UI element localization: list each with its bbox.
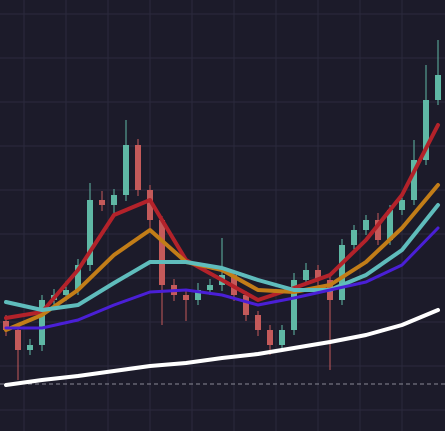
candle-body <box>351 230 358 245</box>
candle-body <box>255 315 262 330</box>
candle-body <box>267 330 274 345</box>
candle-body <box>15 330 22 350</box>
candle-body <box>243 295 250 315</box>
candle-body <box>63 290 70 295</box>
candle-body <box>111 195 118 205</box>
candle-body <box>279 330 286 345</box>
candle-body <box>303 270 310 280</box>
candle-body <box>159 220 166 285</box>
candle-body <box>123 145 130 195</box>
candle-body <box>363 220 370 230</box>
candle-body <box>183 295 190 300</box>
moving-average-line <box>4 308 440 387</box>
candle-body <box>423 100 430 160</box>
candle-body <box>27 345 34 350</box>
candle-body <box>387 210 394 240</box>
moving-average-line <box>4 226 440 330</box>
moving-average-line <box>4 203 440 312</box>
moving-average-line <box>4 123 440 320</box>
candle-body <box>75 265 82 290</box>
candle-body <box>135 145 142 190</box>
candle-body <box>411 160 418 200</box>
candle-body <box>399 200 406 210</box>
candle-body <box>435 75 442 100</box>
candle-body <box>87 200 94 265</box>
candle-body <box>291 280 298 330</box>
candle-body <box>147 190 154 220</box>
candle-body <box>3 321 10 330</box>
candle-body <box>315 270 322 280</box>
candle-body <box>207 285 214 290</box>
candle-body <box>339 245 346 300</box>
candle-body <box>195 290 202 300</box>
candle-body <box>39 300 46 345</box>
candle-body <box>375 220 382 240</box>
candle-body <box>99 200 106 205</box>
